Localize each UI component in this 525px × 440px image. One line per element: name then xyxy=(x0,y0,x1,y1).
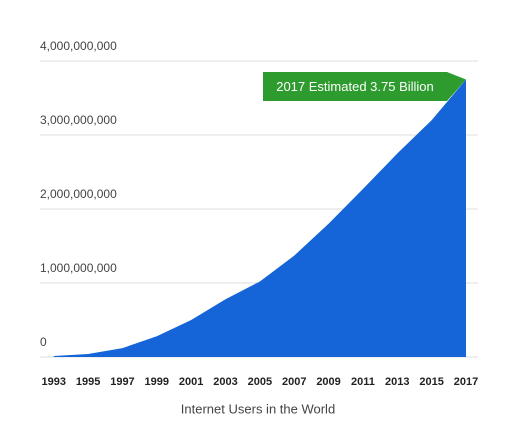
x-tick-label: 2005 xyxy=(248,376,272,388)
x-tick-label: 2003 xyxy=(213,376,237,388)
y-tick-label: 1,000,000,000 xyxy=(40,261,117,275)
y-tick-label: 2,000,000,000 xyxy=(40,187,117,201)
area xyxy=(53,79,466,357)
x-tick-label: 1997 xyxy=(110,376,134,388)
y-tick-label: 3,000,000,000 xyxy=(40,113,117,127)
x-tick-label: 2007 xyxy=(282,376,306,388)
chart-caption: Internet Users in the World xyxy=(181,401,335,416)
x-tick-label: 1995 xyxy=(76,376,100,388)
x-tick-label: 2015 xyxy=(419,376,443,388)
x-tick-label: 2017 xyxy=(454,376,478,388)
x-tick-label: 2011 xyxy=(351,376,375,388)
annotation-box xyxy=(263,72,466,101)
x-tick-label: 2009 xyxy=(316,376,340,388)
annotation: 2017 Estimated 3.75 Billion xyxy=(276,79,434,94)
x-tick-label: 1993 xyxy=(41,376,65,388)
y-tick-label: 0 xyxy=(40,335,47,349)
y-tick-label: 4,000,000,000 xyxy=(40,39,117,53)
x-tick-label: 1999 xyxy=(145,376,169,388)
x-tick-label: 2013 xyxy=(385,376,409,388)
x-tick-label: 2001 xyxy=(179,376,203,388)
